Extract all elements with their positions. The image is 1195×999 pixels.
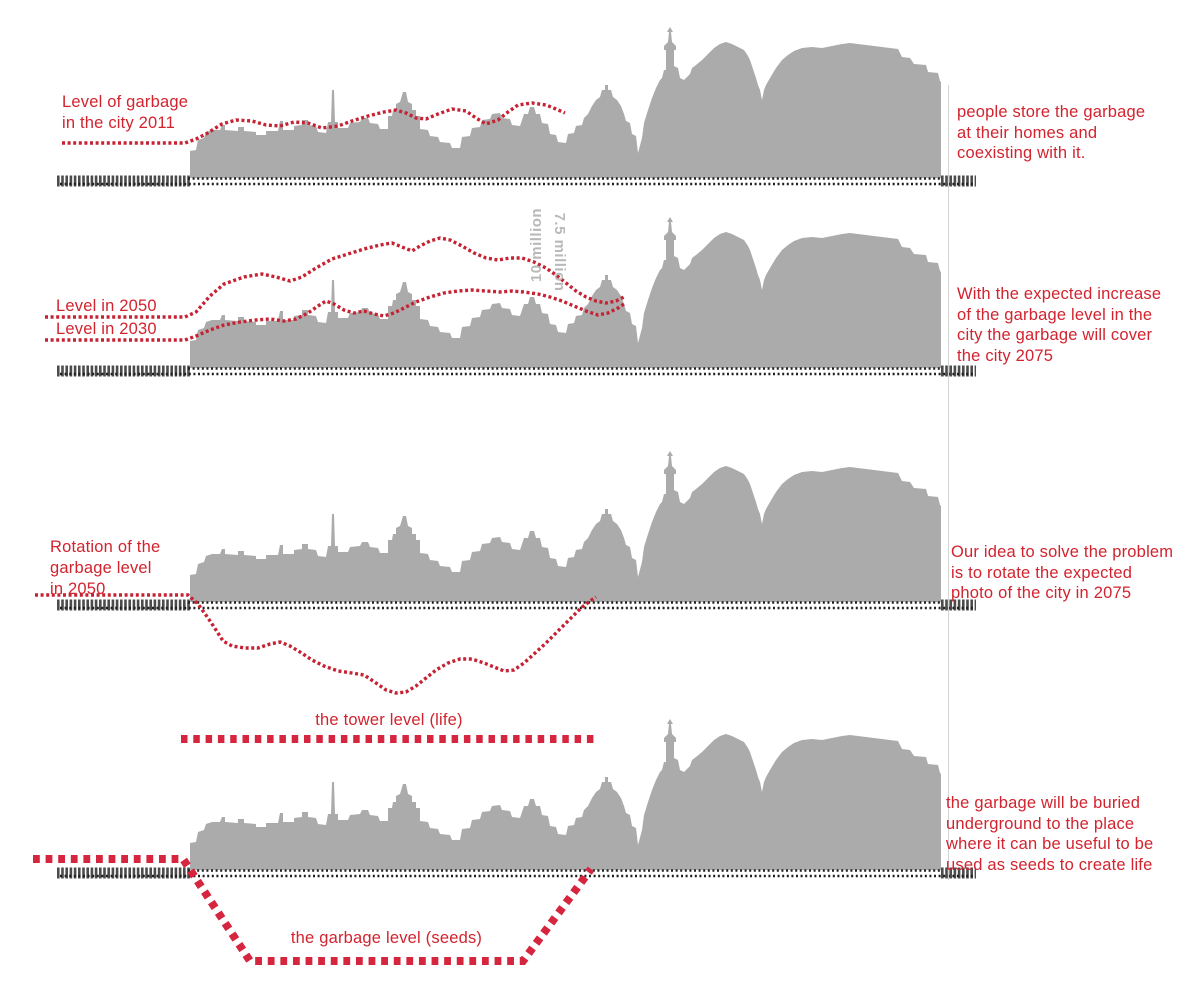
tower-level-label: the tower level (life) bbox=[315, 711, 463, 729]
p1-left-label: Level of garbage in the city 2011 bbox=[62, 92, 188, 134]
p3-left-label-line3: in 2050 bbox=[50, 580, 106, 598]
p2-right-line1: With the expected increase bbox=[957, 285, 1162, 303]
ground-line-1 bbox=[57, 179, 976, 185]
p2-right-line3: city the garbage will cover bbox=[957, 326, 1153, 344]
p3-left-label-line2: garbage level bbox=[50, 559, 152, 577]
axis-label-10-million: 10 million bbox=[528, 207, 545, 283]
p2-right-line2: of the garbage level in the bbox=[957, 305, 1153, 324]
p4-right-line4: used as seeds to create life bbox=[946, 855, 1153, 874]
p1-right-line3: coexisting with it. bbox=[957, 144, 1086, 162]
p2-label-2030: Level in 2030 bbox=[56, 319, 157, 340]
axis-label-7-5-million: 7.5 million bbox=[551, 212, 568, 292]
p1-left-label-line2: in the city 2011 bbox=[62, 114, 175, 132]
p3-right-line2: is to rotate the expected bbox=[951, 563, 1133, 582]
p3-right-text: Our idea to solve the problem is to rota… bbox=[951, 542, 1191, 604]
p4-right-line2: underground to the place bbox=[946, 814, 1135, 833]
skyline-silhouette-3 bbox=[190, 451, 941, 602]
p3-right-line3: photo of the city in 2075 bbox=[951, 584, 1132, 602]
p3-left-label: Rotation of the garbage level in 2050 bbox=[50, 537, 160, 600]
p1-right-line2: at their homes and bbox=[957, 123, 1098, 142]
garbage-level-2011-line bbox=[62, 101, 566, 145]
garbage-seeds-line bbox=[33, 855, 595, 965]
p4-right-text: the garbage will be buried underground t… bbox=[946, 793, 1186, 875]
p1-right-text: people store the garbage at their homes … bbox=[957, 102, 1182, 164]
skyline-silhouette-1 bbox=[190, 27, 941, 178]
ground-line-2 bbox=[57, 369, 976, 375]
page-edge-rule bbox=[948, 85, 949, 880]
p2-label-2030-text: Level in 2030 bbox=[56, 320, 157, 338]
p3-right-line1: Our idea to solve the problem bbox=[951, 543, 1174, 561]
p1-right-line1: people store the garbage bbox=[957, 103, 1146, 121]
p1-left-label-line1: Level of garbage bbox=[62, 93, 189, 111]
p2-right-line4: the city 2075 bbox=[957, 346, 1054, 365]
p2-right-text: With the expected increase of the garbag… bbox=[957, 284, 1182, 366]
p2-label-2050-text: Level in 2050 bbox=[56, 297, 157, 315]
p4-right-line1: the garbage will be buried bbox=[946, 794, 1141, 812]
rotated-garbage-level-line bbox=[35, 593, 597, 695]
p2-label-2050: Level in 2050 bbox=[56, 296, 157, 317]
garbage-seeds-label: the garbage level (seeds) bbox=[290, 929, 483, 947]
p3-left-label-line1: Rotation of the bbox=[50, 538, 161, 556]
level-2030-line bbox=[45, 288, 625, 342]
p4-right-line3: where it can be useful to be bbox=[946, 835, 1154, 853]
